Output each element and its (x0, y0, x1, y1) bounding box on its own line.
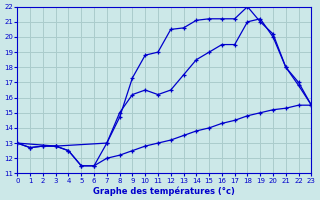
X-axis label: Graphe des températures (°c): Graphe des températures (°c) (93, 186, 235, 196)
